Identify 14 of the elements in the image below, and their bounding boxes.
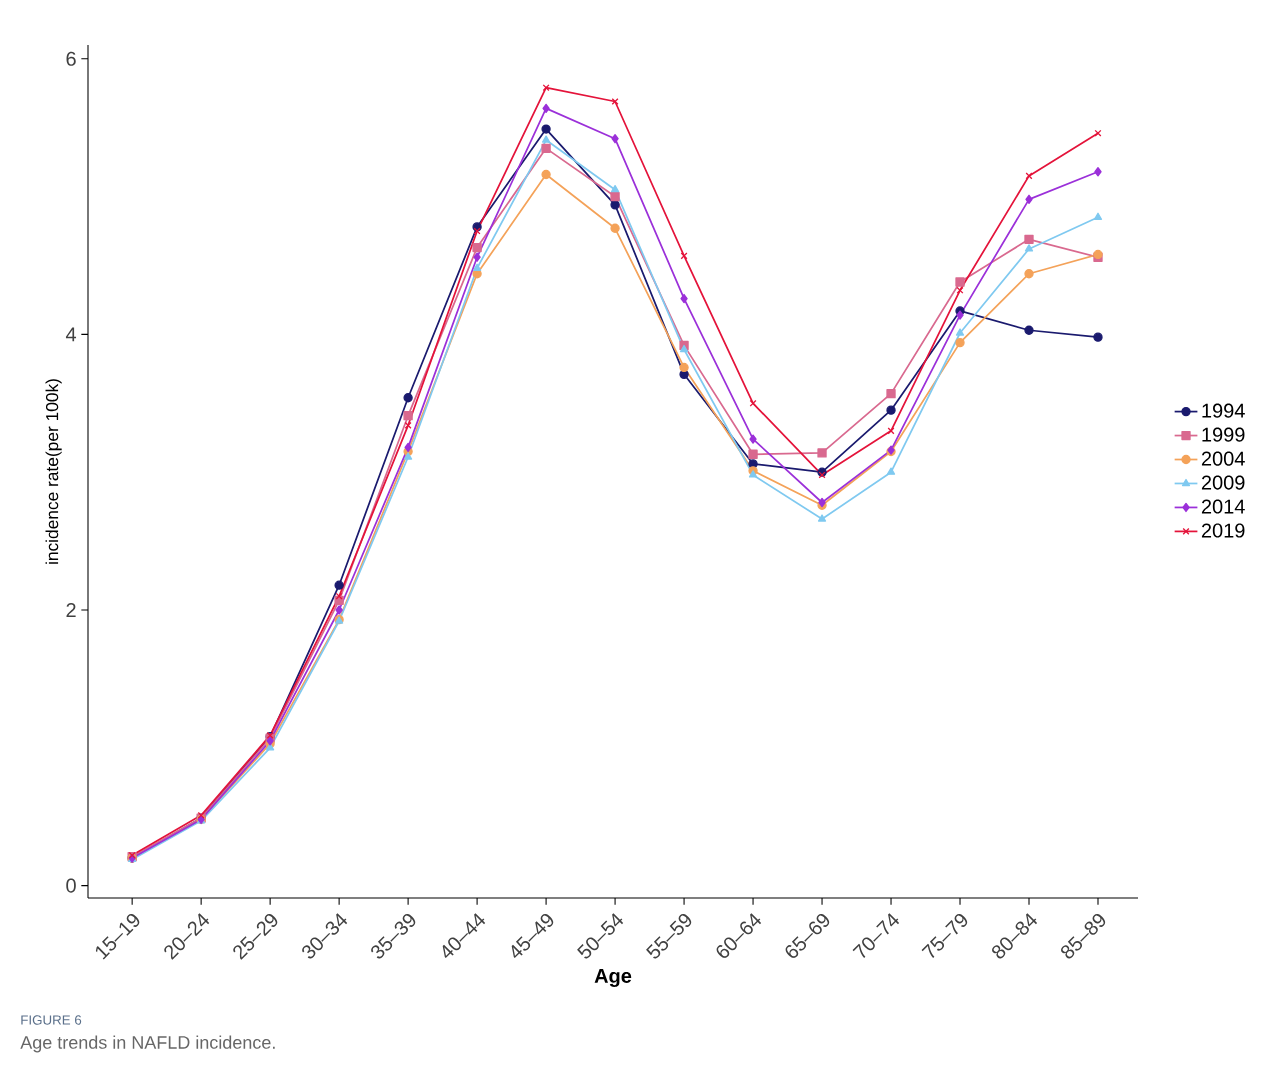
- text: Age trends in NAFLD incidence.: [20, 1035, 275, 1053]
- legend-label: 2014: [1201, 499, 1245, 514]
- y-tick-label: 0: [66, 878, 76, 893]
- caption: FIGURE 6: [21, 1015, 82, 1025]
- x-axis-title: Age: [594, 969, 632, 987]
- legend-label: 2019: [1201, 523, 1245, 538]
- legend-label: 1994: [1202, 403, 1245, 418]
- y-tick-label: 4: [65, 327, 77, 342]
- legend-label: 2004: [1201, 451, 1245, 466]
- y-axis-title: incidence rate(per 100k): [45, 379, 62, 564]
- legend-label: 2009: [1201, 475, 1245, 490]
- legend-label: 1999: [1202, 427, 1245, 442]
- y-tick-label: 6: [66, 51, 76, 66]
- y-tick-label: 2: [66, 603, 76, 617]
